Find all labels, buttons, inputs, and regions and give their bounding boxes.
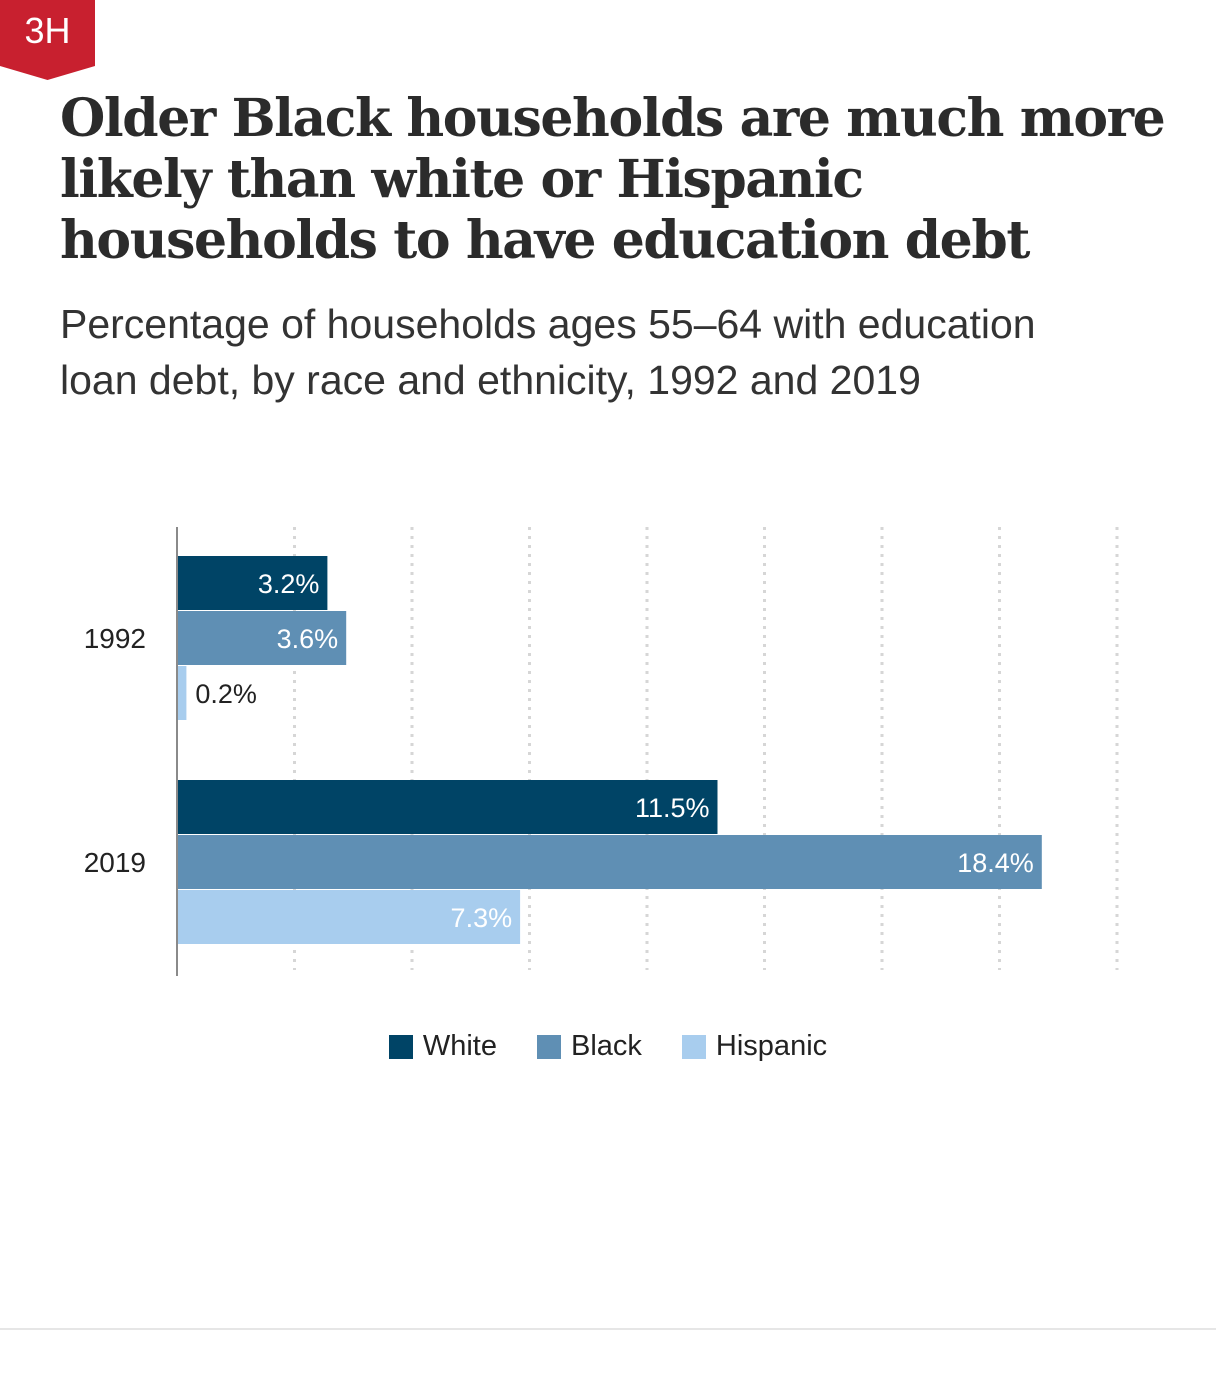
- legend-item-white: White: [388, 1030, 497, 1063]
- chart-legend: White Black Hispanic: [0, 1030, 1216, 1063]
- bar-hispanic-2019: [177, 890, 521, 944]
- badge-shape: [0, 0, 95, 80]
- data-label-white-2019: 11.5%: [635, 793, 710, 823]
- category-label-1992: 1992: [84, 623, 146, 654]
- legend-swatch-white: [388, 1034, 413, 1059]
- data-label-black-1992: 3.6%: [277, 624, 339, 654]
- chart-subtitle: Percentage of households ages 55–64 with…: [60, 301, 1036, 403]
- chart-title: Older Black households are much more lik…: [60, 88, 1166, 271]
- figure-badge: 3H: [0, 0, 95, 80]
- legend-label-white: White: [422, 1030, 497, 1062]
- legend-swatch-hispanic: [681, 1034, 706, 1059]
- data-label-hispanic-1992: 0.2%: [195, 679, 257, 709]
- legend-item-black: Black: [537, 1030, 642, 1063]
- bar-chart: 3.2% 3.6% 0.2% 1992 11.5% 18.4% 7.3% 2019: [84, 527, 1119, 976]
- category-label-2019: 2019: [84, 847, 146, 878]
- legend-item-hispanic: Hispanic: [681, 1030, 828, 1063]
- badge-label: 3H: [24, 10, 71, 51]
- data-label-white-1992: 3.2%: [258, 569, 320, 599]
- bar-white-2019: [177, 780, 718, 834]
- bottom-divider: [0, 1328, 1216, 1330]
- bar-black-2019: [177, 835, 1042, 889]
- bar-hispanic-1992: [177, 666, 187, 720]
- data-label-black-2019: 18.4%: [957, 848, 1034, 878]
- data-label-hispanic-2019: 7.3%: [451, 903, 513, 933]
- bar-black-1992: [177, 611, 347, 665]
- bar-white-1992: [177, 556, 328, 610]
- legend-label-black: Black: [571, 1030, 642, 1062]
- legend-swatch-black: [537, 1034, 561, 1059]
- legend-label-hispanic: Hispanic: [715, 1030, 828, 1062]
